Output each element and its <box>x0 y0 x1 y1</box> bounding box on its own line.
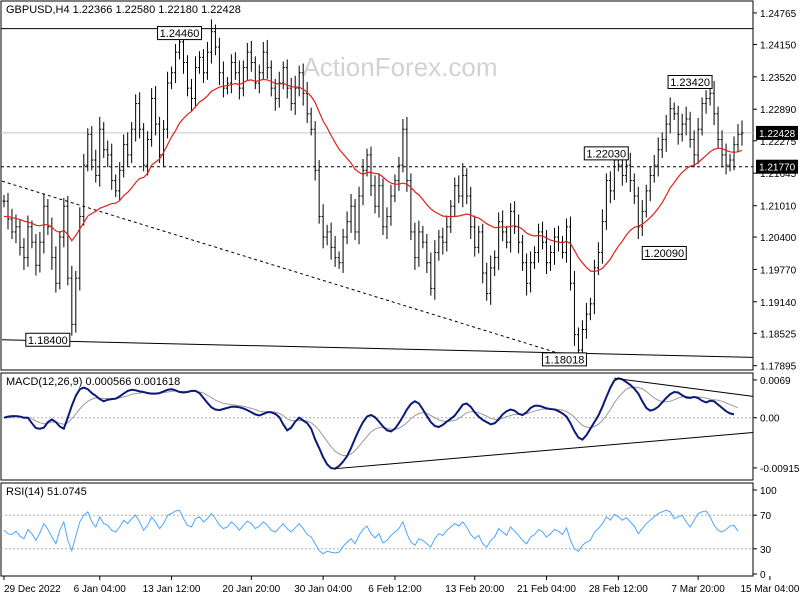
symbol-header: GBPUSD,H4 1.22366 1.22580 1.22180 1.2242… <box>6 4 241 16</box>
rsi-tick-label: 70 <box>760 511 772 522</box>
x-tick-label: 21 Feb 04:00 <box>517 584 576 595</box>
price-tick-label: 1.18525 <box>760 329 797 340</box>
moving-average-line <box>4 78 743 273</box>
current-price-tag-label: 1.22428 <box>759 129 796 140</box>
macd-line <box>3 377 735 470</box>
price-tick-label: 1.17895 <box>760 362 797 373</box>
rsi-tick-label: 0 <box>760 570 766 581</box>
x-tick-label: 13 Jan 12:00 <box>143 584 201 595</box>
price-tick-label: 1.21010 <box>760 202 797 213</box>
macd-resistance-trend-line <box>614 377 754 397</box>
macd-tick-label: -0.009158 <box>760 464 800 475</box>
macd-tick-label: 0.0069 <box>760 376 791 387</box>
price-tick-label: 1.19140 <box>760 298 797 309</box>
price-tick-label: 1.21645 <box>760 169 797 180</box>
price-annotation-box <box>667 74 713 89</box>
price-annotation-box <box>583 146 629 161</box>
watermark: ActionForex.com <box>302 52 497 82</box>
price-annotation-box <box>157 26 203 41</box>
macd-layer <box>1 377 754 470</box>
support-level-tag-label: 1.21770 <box>759 163 796 174</box>
rsi-tick-label: 100 <box>760 486 777 497</box>
price-annotation-box <box>25 332 71 347</box>
price-tick-label: 1.24765 <box>760 9 797 20</box>
price-annotation-label: 1.18400 <box>28 335 68 347</box>
x-tick-label: 30 Jan 04:00 <box>294 584 352 595</box>
price-panel-frame <box>0 0 754 371</box>
price-tick-label: 1.22275 <box>760 137 797 148</box>
rsi-tick-label: 30 <box>760 545 772 556</box>
rsi-line <box>3 509 739 555</box>
rsi-layer <box>1 509 753 555</box>
price-annotation-box <box>641 245 687 260</box>
x-tick-label: 7 Mar 20:00 <box>671 584 725 595</box>
x-tick-label: 13 Feb 20:00 <box>445 584 504 595</box>
price-annotation-label: 1.20090 <box>644 248 684 260</box>
price-annotation-label: 1.22030 <box>586 148 626 160</box>
lower-trend-line <box>1 339 754 358</box>
x-tick-label: 29 Dec 2022 <box>4 584 61 595</box>
price-annotation-label: 1.23420 <box>670 77 710 89</box>
price-tick-label: 1.23520 <box>760 73 797 84</box>
x-tick-label: 6 Jan 04:00 <box>74 584 127 595</box>
x-tick-label: 6 Feb 12:00 <box>368 584 422 595</box>
macd-header: MACD(12,26,9) 0.000566 0.001618 <box>6 376 180 388</box>
macd-support-trend-line <box>335 432 754 470</box>
x-tick-label: 20 Jan 20:00 <box>222 584 280 595</box>
price-tick-label: 1.22890 <box>760 105 797 116</box>
x-tick-label: 15 Mar 04:00 <box>740 584 799 595</box>
price-layer: 1.24460 1.18400 1.18018 1.22030 1.20090 1.234… <box>1 19 754 367</box>
macd-signal-line <box>4 386 739 456</box>
rsi-header: RSI(14) 51.0745 <box>6 486 87 498</box>
price-tick-label: 1.24150 <box>760 41 797 52</box>
axis-layer: 1.24765 1.24150 1.23520 1.22890 1.22275 1.216… <box>3 9 800 595</box>
downtrend-channel-line <box>1 180 579 360</box>
price-annotation-box <box>541 352 587 367</box>
current-price-tag <box>756 125 798 140</box>
rsi-panel-frame <box>0 482 754 577</box>
price-annotation-label: 1.24460 <box>160 28 200 40</box>
macd-tick-label: 0.00 <box>760 414 780 425</box>
price-tick-label: 1.19770 <box>760 265 797 276</box>
price-tick-label: 1.20400 <box>760 233 797 244</box>
support-level-tag <box>756 159 798 174</box>
macd-panel-frame <box>0 372 754 481</box>
x-tick-label: 28 Feb 12:00 <box>589 584 648 595</box>
price-annotation-label: 1.18018 <box>545 354 585 366</box>
